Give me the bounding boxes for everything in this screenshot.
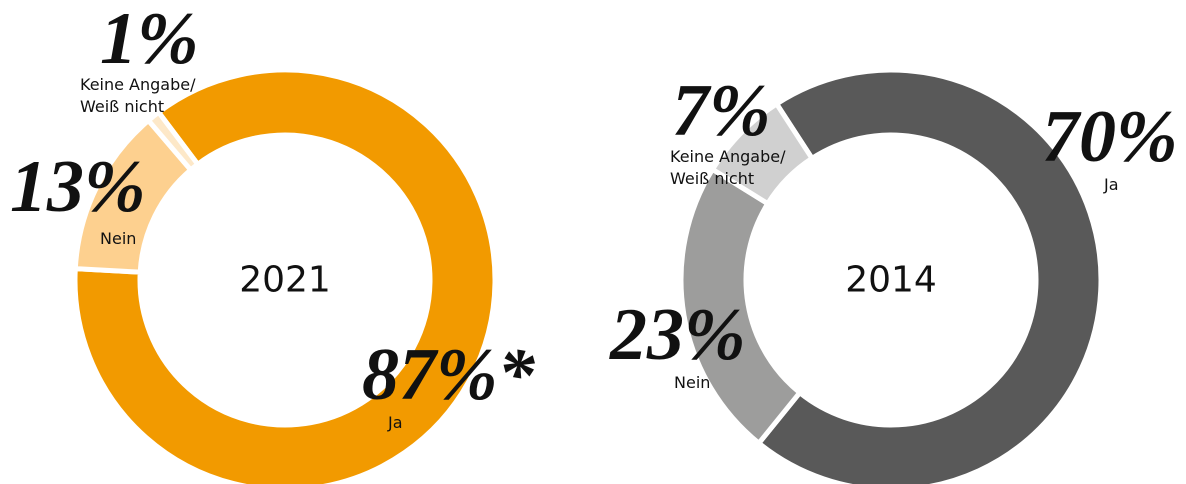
category-label: Ja bbox=[1104, 175, 1119, 194]
donut-slice bbox=[72, 67, 498, 484]
value-label: 87%* bbox=[362, 334, 535, 416]
category-label: Ja bbox=[388, 413, 403, 432]
value-label: 23% bbox=[610, 294, 746, 376]
value-label: 70% bbox=[1042, 96, 1178, 178]
donut-slice bbox=[678, 165, 804, 447]
center-label: 2021 bbox=[239, 259, 331, 301]
category-label: Keine Angabe/ Weiß nicht bbox=[80, 75, 196, 116]
category-label: Nein bbox=[674, 373, 711, 392]
donut-slice bbox=[144, 108, 202, 174]
value-label: 13% bbox=[10, 146, 146, 228]
category-label: Nein bbox=[100, 229, 137, 248]
donut-slice bbox=[755, 67, 1104, 484]
donut-slice bbox=[709, 100, 816, 208]
center-label: 2014 bbox=[845, 259, 937, 301]
category-label: Keine Angabe/ Weiß nicht bbox=[670, 147, 786, 188]
value-label: 7% bbox=[672, 70, 771, 152]
value-label: 1% bbox=[100, 0, 199, 80]
